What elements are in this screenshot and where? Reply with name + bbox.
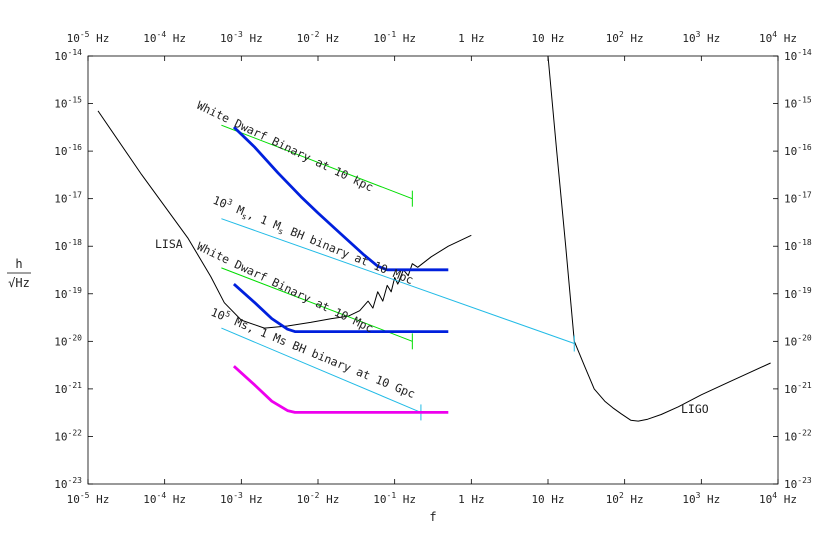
y-tick-label-left: 10-17 bbox=[54, 191, 82, 206]
y-tick-label-right: 10-19 bbox=[784, 286, 812, 301]
y-tick-label-right: 10-21 bbox=[784, 381, 812, 396]
y-tick-label-left: 10-16 bbox=[54, 143, 82, 158]
x-tick-label-bottom: 102 Hz bbox=[606, 491, 644, 506]
y-tick-label-right: 10-23 bbox=[784, 476, 812, 491]
x-tick-label-top: 103 Hz bbox=[682, 30, 720, 45]
x-tick-label-top: 10-3 Hz bbox=[220, 30, 263, 45]
x-tick-label-bottom: 10-2 Hz bbox=[297, 491, 340, 506]
annotation-lisa: LISA bbox=[155, 237, 183, 251]
x-tick-label-top: 10-4 Hz bbox=[143, 30, 186, 45]
svg-text:f: f bbox=[429, 510, 436, 524]
y-tick-label-left: 10-19 bbox=[54, 286, 82, 301]
x-tick-label-bottom: 10-3 Hz bbox=[220, 491, 263, 506]
y-tick-label-left: 10-21 bbox=[54, 381, 82, 396]
x-tick-label-top: 10-1 Hz bbox=[373, 30, 416, 45]
y-tick-label-left: 10-20 bbox=[54, 333, 82, 348]
series-wd-10mpc bbox=[221, 267, 413, 342]
y-tick-label-right: 10-20 bbox=[784, 333, 812, 348]
x-tick-label-bottom: 10 Hz bbox=[531, 493, 564, 506]
series-ligo bbox=[547, 55, 771, 422]
x-tick-label-top: 10 Hz bbox=[531, 32, 564, 45]
y-tick-label-right: 10-18 bbox=[784, 238, 812, 253]
y-tick-label-left: 10-23 bbox=[54, 476, 82, 491]
x-tick-label-bottom: 1 Hz bbox=[458, 493, 485, 506]
y-tick-label-right: 10-22 bbox=[784, 428, 812, 443]
x-tick-label-top: 10-5 Hz bbox=[67, 30, 110, 45]
x-tick-label-bottom: 10-5 Hz bbox=[67, 491, 110, 506]
y-label-numerator: h bbox=[15, 257, 22, 271]
x-tick-label-top: 1 Hz bbox=[458, 32, 485, 45]
series-magenta bbox=[232, 365, 449, 414]
x-tick-label-bottom: 10-4 Hz bbox=[143, 491, 186, 506]
y-tick-label-right: 10-15 bbox=[784, 96, 812, 111]
annotation-bh-1e5: 105 Ms, 1 Ms BH binary at 10 Gpc bbox=[209, 304, 418, 401]
y-tick-label-left: 10-15 bbox=[54, 96, 82, 111]
y-tick-label-left: 10-18 bbox=[54, 238, 82, 253]
x-tick-label-top: 104 Hz bbox=[759, 30, 797, 45]
x-axis-label: f bbox=[429, 510, 436, 524]
series-layer bbox=[97, 55, 771, 422]
y-axis-label: h √Hz bbox=[7, 257, 31, 290]
series-blue-lower bbox=[232, 283, 449, 334]
x-tick-label-bottom: 104 Hz bbox=[759, 491, 797, 506]
plot-frame bbox=[87, 55, 779, 485]
series-blue-upper bbox=[232, 126, 449, 272]
x-tick-label-bottom: 103 Hz bbox=[682, 491, 720, 506]
y-tick-label-right: 10-14 bbox=[784, 48, 812, 63]
series-bh-1e5 bbox=[221, 327, 422, 413]
y-tick-label-right: 10-16 bbox=[784, 143, 812, 158]
x-tick-label-top: 102 Hz bbox=[606, 30, 644, 45]
y-tick-label-left: 10-14 bbox=[54, 48, 82, 63]
annotation-ligo: LIGO bbox=[681, 402, 709, 416]
y-tick-label-right: 10-17 bbox=[784, 191, 812, 206]
x-tick-label-top: 10-2 Hz bbox=[297, 30, 340, 45]
series-bh-1e3 bbox=[221, 218, 575, 344]
x-tick-label-bottom: 10-1 Hz bbox=[373, 491, 416, 506]
series-lisa bbox=[97, 110, 472, 329]
series-wd-10kpc bbox=[221, 124, 413, 200]
y-label-denominator: √Hz bbox=[8, 276, 30, 290]
tick-layer: 10-5 Hz 10-5 Hz 10-4 Hz 10-4 Hz 10-3 Hz 10-3 … bbox=[54, 30, 812, 506]
y-tick-label-left: 10-22 bbox=[54, 428, 82, 443]
